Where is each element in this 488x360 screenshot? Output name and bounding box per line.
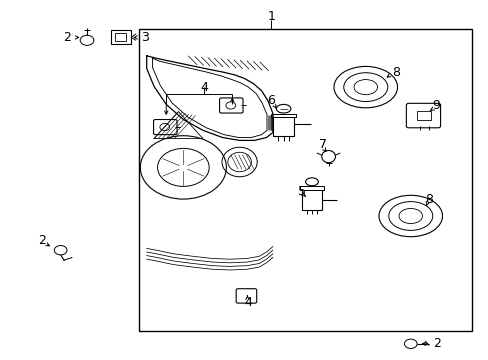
Text: 3: 3 bbox=[141, 31, 148, 44]
Bar bbox=[110, 30, 131, 44]
Text: 8: 8 bbox=[391, 66, 399, 78]
FancyBboxPatch shape bbox=[406, 103, 440, 128]
Text: 7: 7 bbox=[318, 138, 326, 151]
Text: 1: 1 bbox=[267, 10, 275, 23]
Text: 2: 2 bbox=[38, 234, 45, 247]
Bar bbox=[270, 114, 296, 117]
Text: 2: 2 bbox=[432, 337, 440, 350]
Text: 8: 8 bbox=[425, 193, 432, 206]
FancyBboxPatch shape bbox=[236, 289, 256, 303]
Bar bbox=[416, 111, 430, 120]
Bar bbox=[115, 33, 126, 41]
Text: 4: 4 bbox=[244, 296, 252, 309]
Text: 9: 9 bbox=[431, 99, 439, 112]
Bar bbox=[300, 186, 323, 190]
Bar bbox=[302, 188, 321, 210]
FancyBboxPatch shape bbox=[153, 120, 177, 135]
Bar bbox=[272, 116, 294, 136]
FancyBboxPatch shape bbox=[219, 98, 243, 113]
Text: 6: 6 bbox=[267, 94, 275, 107]
Bar bbox=[139, 29, 471, 331]
Text: 2: 2 bbox=[63, 31, 71, 44]
Text: 5: 5 bbox=[298, 185, 305, 198]
Text: 4: 4 bbox=[200, 81, 208, 94]
